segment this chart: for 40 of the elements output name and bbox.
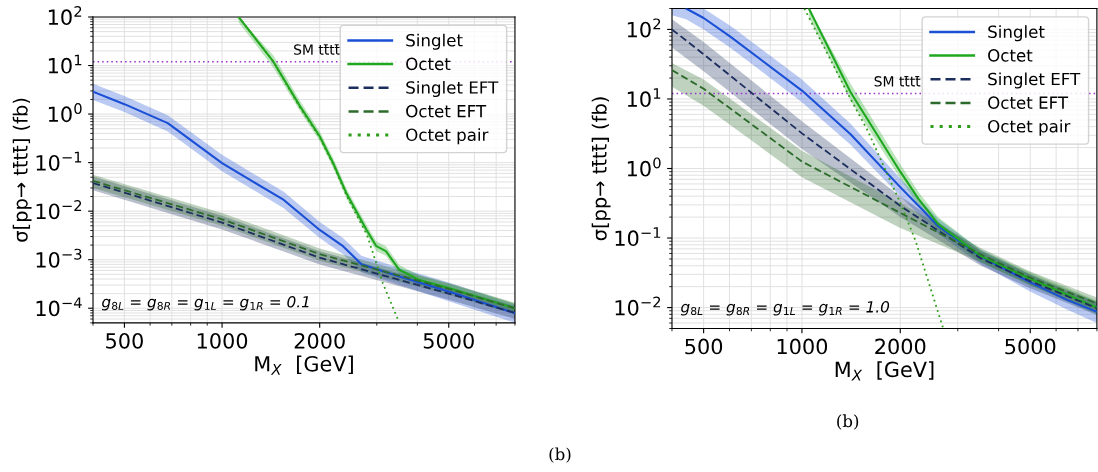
y-tick-label: 10$^{1}$ [627, 88, 661, 108]
y-tick-label: 10$^{−3}$ [36, 248, 82, 268]
y-tick-label: 10$^{−1}$ [36, 151, 82, 171]
x-tick-label: 500 [685, 338, 723, 355]
legend-label: Octet [988, 49, 1033, 62]
x-tick-label: 2000 [875, 338, 926, 355]
x-axis-title: M$_{X}$ [GeV] [835, 361, 934, 381]
legend-label: Singlet EFT [988, 72, 1081, 89]
legend-label: Singlet EFT [406, 80, 499, 98]
x-axis-title: M$_{X}$ [GeV] [255, 355, 353, 375]
x-tick-label: 5000 [1005, 338, 1056, 355]
text: g$_{8L}$ = g$_{8R}$ = g$_{1L}$ = g$_{1R}$ = 0.1 [101, 295, 309, 311]
y-tick-label: 10$^{0}$ [627, 157, 661, 177]
legend-label: Octet pair [988, 119, 1071, 136]
legend-label: Octet pair [406, 128, 489, 145]
y-tick-label: 10$^{2}$ [627, 18, 661, 38]
x-tick-label: 1000 [197, 332, 248, 349]
legend-label: Singlet [988, 25, 1045, 42]
legend-label: Octet [406, 57, 451, 71]
y-tick-label: 10$^{−4}$ [36, 297, 82, 317]
legend-label: Octet EFT [406, 104, 487, 118]
x-tick-label: 5000 [423, 332, 474, 349]
y-tick-label: 10$^{−2}$ [615, 296, 661, 316]
ref-line-label: SM tt̄tt̄ [874, 76, 921, 87]
legend-label: Singlet [406, 33, 463, 50]
x-tick-label: 500 [106, 332, 143, 349]
y-tick-label: 10$^{2}$ [48, 5, 82, 26]
y-axis-title: σ[pp→ tt̄tt̄] (fb) [591, 97, 611, 241]
y-tick-label: 10$^{−2}$ [36, 200, 82, 220]
text: g$_{8L}$ = g$_{8R}$ = g$_{1L}$ = g$_{1R}$ = 1.0 [680, 301, 890, 316]
x-tick-label: 2000 [294, 332, 345, 349]
y-tick-label: 10$^{−1}$ [615, 227, 661, 247]
y-tick-label: 10$^{0}$ [48, 103, 82, 123]
y-axis-title: σ[pp→ tt̄tt̄] (fb) [12, 98, 32, 242]
y-tick-label: 10$^{1}$ [48, 54, 82, 74]
legend-label: Octet EFT [988, 96, 1069, 109]
ref-line-label: SM tt̄tt̄ [294, 44, 340, 55]
x-tick-label: 1000 [777, 338, 828, 355]
text: (b) [549, 447, 571, 463]
text: (b) [837, 414, 859, 430]
